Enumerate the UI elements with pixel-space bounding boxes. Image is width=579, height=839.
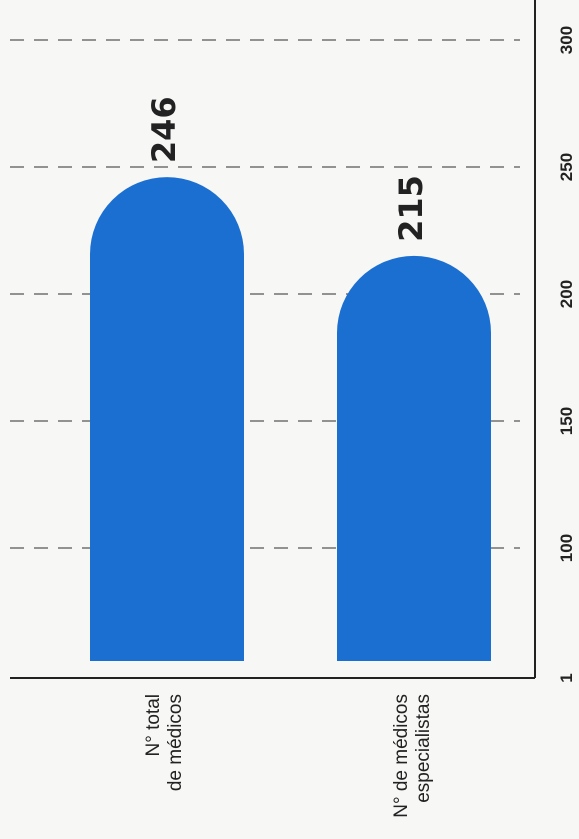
data-label-1: 246	[145, 96, 183, 163]
bar-2	[337, 255, 491, 661]
value-tick-label-250: 250	[557, 153, 576, 181]
data-label-2: 215	[392, 175, 430, 242]
value-tick-label-200: 200	[557, 280, 576, 308]
category-label-1-line-2: de médicos	[165, 694, 186, 791]
value-tick-label-300: 300	[557, 26, 576, 54]
category-label-2-line-1: N° de médicos	[391, 694, 412, 818]
category-label-1-line-1: N° total	[143, 694, 164, 757]
bar-1	[90, 177, 244, 661]
value-tick-label-150: 150	[557, 407, 576, 435]
category-label-2-line-2: especialistas	[413, 694, 434, 803]
value-tick-label-100: 100	[557, 534, 576, 562]
value-tick-label-1: 1	[557, 673, 576, 682]
